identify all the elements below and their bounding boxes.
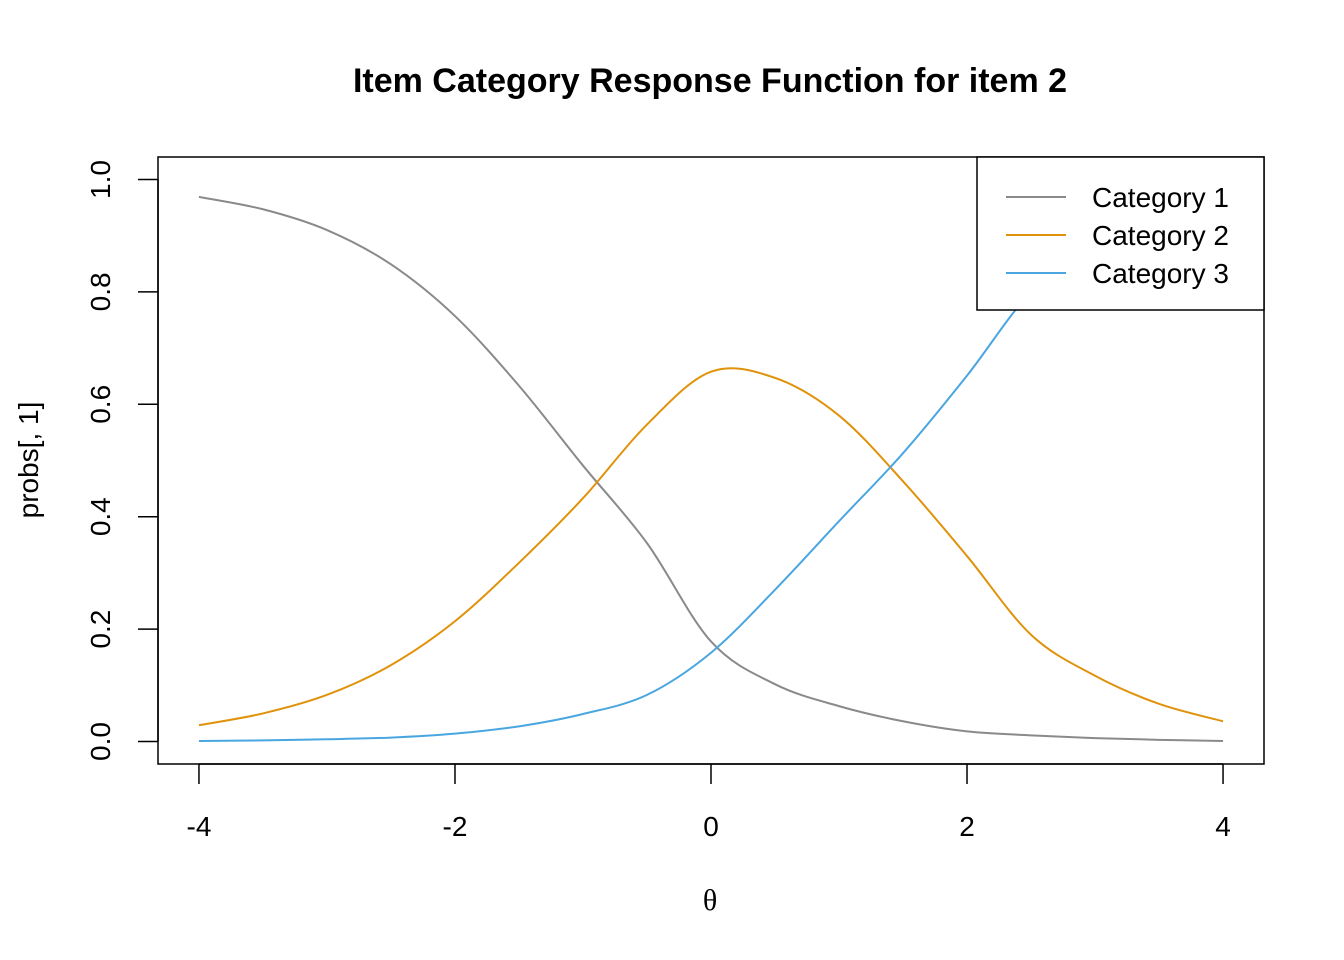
x-tick-label: 4 [1215, 811, 1231, 842]
y-tick-label: 1.0 [85, 160, 116, 199]
y-tick-label: 0.0 [85, 722, 116, 761]
y-tick-label: 0.8 [85, 272, 116, 311]
series-line-category-2 [198, 367, 1224, 727]
legend-label-category-2: Category 2 [1092, 220, 1229, 251]
x-tick-label: -4 [187, 811, 212, 842]
y-tick-label: 0.6 [85, 385, 116, 424]
x-axis: -4 -2 0 2 4 [187, 763, 1231, 842]
x-tick-label: 2 [959, 811, 975, 842]
y-axis-label: probs[, 1] [13, 402, 44, 519]
y-tick-label: 0.4 [85, 497, 116, 536]
x-tick-label: -2 [443, 811, 468, 842]
chart-title: Item Category Response Function for item… [353, 62, 1067, 100]
x-tick-label: 0 [703, 811, 719, 842]
y-axis: 0.0 0.2 0.4 0.6 0.8 1.0 [85, 160, 159, 761]
legend-label-category-1: Category 1 [1092, 182, 1229, 213]
x-axis-label: θ [703, 884, 717, 917]
legend: Category 1 Category 2 Category 3 [976, 156, 1265, 311]
legend-label-category-3: Category 3 [1092, 258, 1229, 289]
series-line-category-1 [198, 195, 1224, 742]
y-tick-label: 0.2 [85, 610, 116, 649]
legend-box [976, 156, 1265, 311]
